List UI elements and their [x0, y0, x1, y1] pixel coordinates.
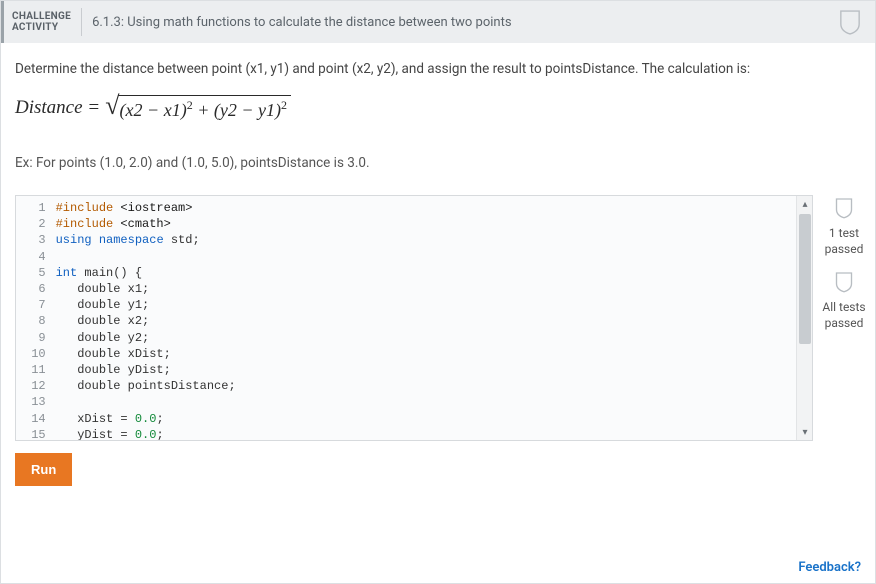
run-button[interactable]: Run — [15, 453, 72, 486]
shield-icon — [835, 271, 853, 296]
distance-formula: Distance = √ (x2 − x1)2 + (y2 − y1)2 — [15, 95, 861, 121]
activity-title: 6.1.3: Using math functions to calculate… — [92, 15, 512, 30]
activity-header: CHALLENGE ACTIVITY 6.1.3: Using math fun… — [1, 1, 875, 43]
formula-lhs: Distance — [15, 97, 83, 119]
code-panel: 1 2 3 4 5 6 7 8 9 10 11 12 13 14 15 16 1… — [15, 195, 813, 486]
one-test-passed-label: 1 test passed — [825, 226, 864, 257]
code-editor[interactable]: 1 2 3 4 5 6 7 8 9 10 11 12 13 14 15 16 1… — [15, 195, 813, 441]
test-status-panel: 1 test passed All tests passed — [813, 195, 875, 486]
activity-container: CHALLENGE ACTIVITY 6.1.3: Using math fun… — [0, 0, 876, 584]
formula-equals: = — [89, 97, 100, 119]
feedback-link[interactable]: Feedback? — [798, 560, 861, 575]
line-gutter: 1 2 3 4 5 6 7 8 9 10 11 12 13 14 15 16 1… — [16, 196, 52, 440]
run-row: Run — [15, 453, 813, 486]
example-text: Ex: For points (1.0, 2.0) and (1.0, 5.0)… — [15, 155, 861, 171]
activity-content: Determine the distance between point (x1… — [1, 43, 875, 171]
scrollbar[interactable]: ▴ ▾ — [796, 196, 812, 440]
all-tests-passed-label: All tests passed — [822, 300, 865, 331]
challenge-label-line1: CHALLENGE — [12, 11, 71, 22]
work-area: 1 2 3 4 5 6 7 8 9 10 11 12 13 14 15 16 1… — [1, 195, 875, 486]
radical-symbol: √ — [105, 94, 119, 118]
scroll-up-icon[interactable]: ▴ — [797, 196, 813, 212]
challenge-label-line2: ACTIVITY — [12, 22, 71, 33]
shield-icon — [835, 197, 853, 222]
formula-sqrt: √ (x2 − x1)2 + (y2 − y1)2 — [105, 95, 291, 121]
scroll-thumb[interactable] — [799, 214, 811, 344]
instruction-text: Determine the distance between point (x1… — [15, 61, 861, 77]
header-divider — [81, 8, 82, 36]
formula-radicand: (x2 − x1)2 + (y2 − y1)2 — [118, 95, 291, 121]
shield-icon — [839, 9, 861, 39]
challenge-label: CHALLENGE ACTIVITY — [12, 11, 71, 33]
scroll-down-icon[interactable]: ▾ — [797, 424, 813, 440]
code-text[interactable]: #include <iostream> #include <cmath> usi… — [52, 196, 812, 440]
